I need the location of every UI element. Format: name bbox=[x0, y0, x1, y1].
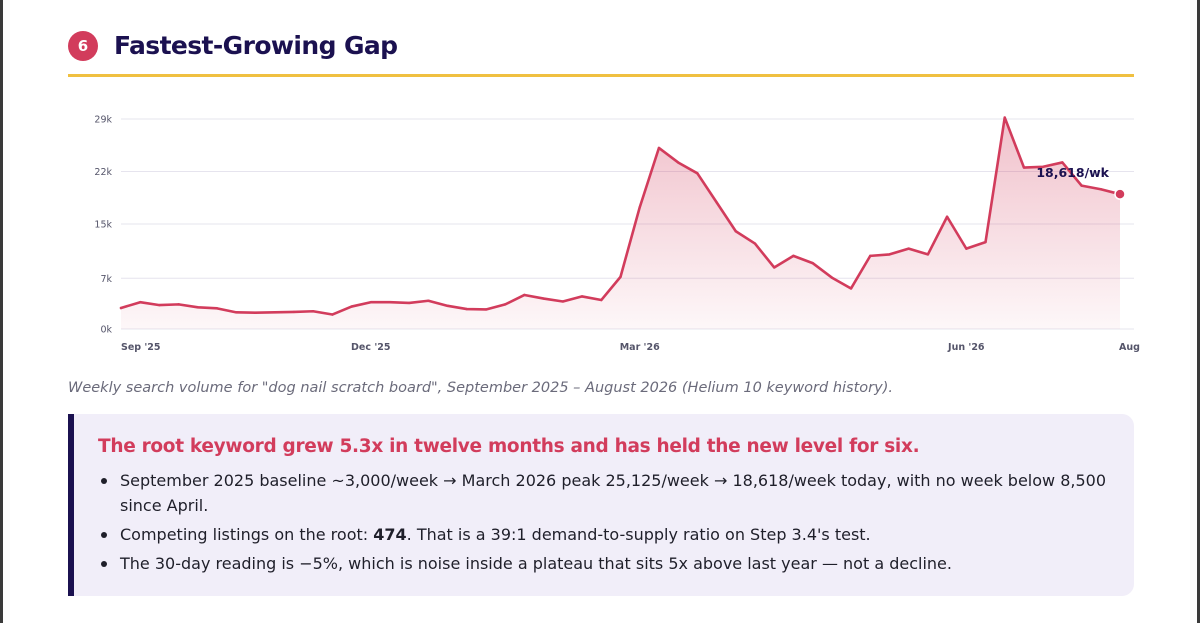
section-header: 6 Fastest-Growing Gap bbox=[68, 30, 1134, 76]
data-point bbox=[292, 310, 296, 314]
insight-callout: The root keyword grew 5.3x in twelve mon… bbox=[68, 414, 1134, 596]
callout-bullet-list: September 2025 baseline ~3,000/week → Ma… bbox=[98, 468, 1108, 580]
data-point bbox=[1022, 166, 1026, 169]
data-point bbox=[849, 287, 853, 290]
data-point bbox=[657, 146, 661, 150]
data-point bbox=[1099, 188, 1102, 191]
series-area bbox=[121, 117, 1120, 329]
y-tick-label: 0k bbox=[100, 325, 112, 336]
y-tick-label: 7k bbox=[100, 274, 112, 285]
data-point bbox=[504, 303, 507, 306]
data-point bbox=[119, 306, 123, 310]
data-point bbox=[446, 304, 449, 308]
y-tick-label: 15k bbox=[94, 220, 112, 231]
y-tick-label: 29k bbox=[94, 115, 112, 126]
x-tick-label: Mar '26 bbox=[620, 342, 660, 353]
callout-heading: The root keyword grew 5.3x in twelve mon… bbox=[98, 436, 920, 457]
page-left-edge bbox=[0, 0, 3, 623]
data-point bbox=[984, 240, 987, 244]
data-point bbox=[830, 276, 834, 279]
callout-bullet-competition: Competing listings on the root: 474. Tha… bbox=[98, 522, 1108, 547]
data-point bbox=[350, 305, 353, 308]
data-point bbox=[561, 300, 565, 303]
competing-listings-count: 474 bbox=[373, 525, 407, 544]
data-point bbox=[427, 299, 430, 302]
competition-text-pre: Competing listings on the root: bbox=[120, 525, 374, 544]
data-point bbox=[139, 301, 142, 304]
data-point bbox=[734, 230, 737, 233]
data-point bbox=[158, 303, 161, 307]
section-number-badge: 6 bbox=[68, 31, 98, 61]
data-point bbox=[715, 201, 718, 204]
data-point bbox=[1080, 184, 1083, 187]
series-points bbox=[119, 116, 1122, 316]
x-tick-label: Dec '25 bbox=[351, 342, 390, 353]
data-point bbox=[753, 242, 757, 245]
data-point bbox=[676, 161, 680, 164]
data-point bbox=[215, 307, 219, 310]
x-axis-ticks: Sep '25 Dec '25 Mar '26 Jun '26 Aug '26 bbox=[121, 342, 1140, 353]
data-point bbox=[273, 311, 276, 314]
y-axis-ticks: 0k 7k 15k 22k 29k bbox=[94, 115, 112, 336]
chart-caption: Weekly search volume for "dog nail scrat… bbox=[68, 380, 893, 396]
data-point bbox=[465, 307, 469, 311]
data-point bbox=[177, 303, 180, 306]
chart-svg: 0k 7k 15k 22k 29k Sep '25 Dec '25 Mar '26 Jun '… bbox=[94, 115, 1140, 354]
data-point bbox=[542, 297, 545, 300]
data-point bbox=[331, 313, 334, 316]
data-point bbox=[772, 266, 776, 269]
data-point bbox=[907, 247, 910, 250]
section-divider bbox=[68, 74, 1134, 77]
data-point bbox=[523, 293, 526, 297]
x-tick-label: Aug '26 bbox=[1119, 342, 1140, 353]
callout-accent-bar bbox=[68, 414, 74, 596]
data-point bbox=[869, 254, 872, 258]
callout-bullet-baseline: September 2025 baseline ~3,000/week → Ma… bbox=[98, 468, 1108, 518]
data-point bbox=[600, 298, 603, 302]
data-point bbox=[945, 215, 949, 218]
data-point bbox=[388, 301, 392, 304]
section-title: Fastest-Growing Gap bbox=[114, 31, 398, 60]
data-point bbox=[254, 311, 257, 314]
data-point bbox=[888, 253, 891, 256]
callout-bullet-trend: The 30-day reading is −5%, which is nois… bbox=[98, 551, 1108, 576]
data-point bbox=[484, 308, 488, 311]
search-volume-chart: 0k 7k 15k 22k 29k Sep '25 Dec '25 Mar '26 Jun '… bbox=[68, 100, 1140, 362]
data-point bbox=[638, 206, 641, 209]
data-point bbox=[196, 306, 200, 309]
x-tick-label: Jun '26 bbox=[947, 342, 985, 353]
data-point bbox=[1041, 165, 1045, 168]
current-value-label: 18,618/wk bbox=[1036, 165, 1109, 180]
data-point bbox=[235, 311, 238, 314]
data-point bbox=[811, 261, 814, 265]
data-point bbox=[407, 301, 411, 305]
data-point bbox=[311, 310, 315, 313]
y-tick-label: 22k bbox=[94, 167, 112, 178]
current-value-marker bbox=[1114, 188, 1126, 200]
data-point bbox=[696, 172, 699, 175]
competition-text-post: . That is a 39:1 demand-to-supply ratio … bbox=[406, 525, 871, 544]
data-point bbox=[619, 275, 622, 279]
page-right-edge bbox=[1197, 0, 1200, 623]
data-point bbox=[580, 295, 584, 298]
data-point bbox=[369, 301, 372, 304]
data-point bbox=[792, 254, 795, 258]
data-point bbox=[965, 247, 968, 250]
data-point bbox=[926, 253, 930, 256]
x-tick-label: Sep '25 bbox=[121, 342, 161, 353]
data-point bbox=[1003, 116, 1006, 119]
data-point bbox=[1061, 161, 1064, 164]
